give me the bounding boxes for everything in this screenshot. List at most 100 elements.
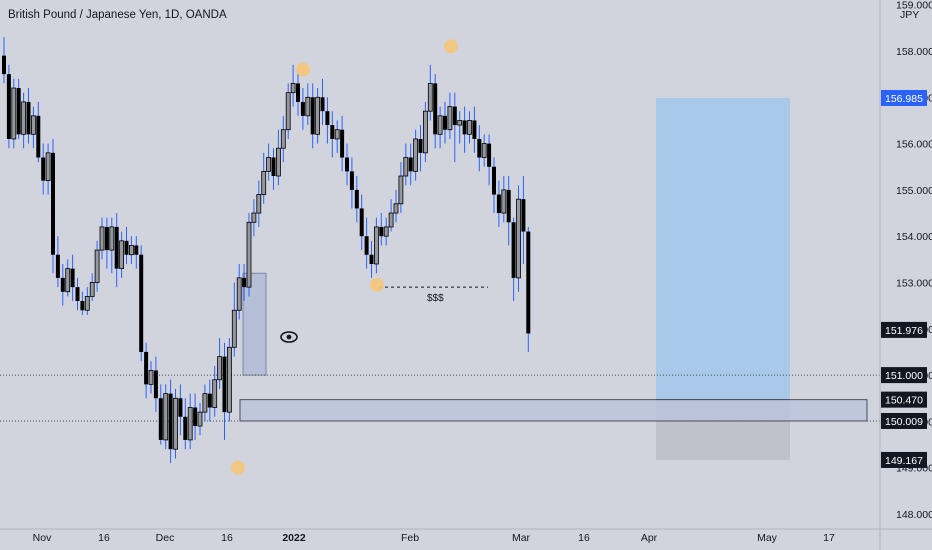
candle[interactable]: [153, 370, 158, 399]
candle[interactable]: [492, 166, 496, 195]
candle[interactable]: [452, 106, 457, 126]
candle[interactable]: [187, 407, 193, 441]
candle[interactable]: [393, 203, 399, 214]
candle[interactable]: [94, 249, 100, 283]
candle[interactable]: [60, 277, 65, 292]
candle[interactable]: [427, 83, 433, 112]
swing-marker[interactable]: [231, 460, 245, 475]
candle[interactable]: [16, 88, 21, 135]
candle[interactable]: [41, 157, 46, 181]
candle[interactable]: [217, 356, 223, 381]
candle[interactable]: [388, 212, 394, 228]
candle[interactable]: [256, 194, 262, 214]
candle[interactable]: [422, 110, 428, 154]
candle[interactable]: [124, 240, 129, 255]
candle[interactable]: [271, 157, 276, 177]
candle[interactable]: [251, 212, 257, 223]
candle[interactable]: [104, 226, 109, 251]
candle[interactable]: [408, 157, 413, 172]
candle[interactable]: [139, 254, 144, 352]
candle[interactable]: [2, 55, 6, 75]
candle[interactable]: [369, 254, 374, 264]
candle[interactable]: [354, 189, 359, 209]
candle[interactable]: [521, 199, 526, 232]
last-price-badge[interactable]: [881, 321, 927, 338]
candle[interactable]: [55, 254, 60, 278]
candle[interactable]: [75, 287, 80, 302]
candle[interactable]: [359, 208, 364, 237]
candle[interactable]: [197, 411, 203, 427]
candle[interactable]: [383, 226, 389, 237]
candle[interactable]: [36, 115, 41, 158]
candle[interactable]: [462, 120, 467, 135]
candle[interactable]: [325, 111, 330, 126]
candle[interactable]: [231, 309, 237, 348]
candle[interactable]: [45, 152, 51, 182]
candle[interactable]: [481, 143, 487, 158]
candle[interactable]: [114, 226, 119, 269]
candle[interactable]: [144, 351, 149, 385]
candle[interactable]: [51, 152, 55, 255]
swing-marker[interactable]: [370, 277, 384, 292]
candle[interactable]: [330, 125, 335, 139]
candle[interactable]: [242, 277, 247, 288]
candle[interactable]: [11, 87, 17, 140]
candle[interactable]: [89, 282, 95, 297]
target-price-badge[interactable]: [881, 89, 927, 106]
candle[interactable]: [226, 346, 232, 413]
candle[interactable]: [379, 226, 384, 237]
candle[interactable]: [84, 295, 90, 311]
candle[interactable]: [236, 277, 242, 311]
demand-zone[interactable]: [239, 399, 868, 422]
candle[interactable]: [6, 74, 11, 139]
candle[interactable]: [99, 226, 105, 251]
profit-zone[interactable]: [656, 97, 790, 400]
candle[interactable]: [467, 120, 472, 135]
candle[interactable]: [433, 83, 438, 135]
candle[interactable]: [119, 240, 124, 270]
candle[interactable]: [26, 101, 31, 135]
swing-marker[interactable]: [444, 39, 458, 54]
candle[interactable]: [349, 171, 354, 190]
stop-price-badge[interactable]: [881, 451, 927, 468]
eye-icon[interactable]: [280, 331, 298, 343]
candle[interactable]: [222, 356, 227, 413]
candle[interactable]: [516, 198, 521, 279]
candle[interactable]: [334, 129, 340, 140]
candle[interactable]: [261, 170, 267, 195]
candle[interactable]: [65, 268, 71, 293]
candle[interactable]: [290, 83, 296, 94]
candle[interactable]: [266, 157, 272, 172]
candle[interactable]: [413, 138, 419, 172]
zone-bottom-badge[interactable]: [881, 412, 927, 429]
candle[interactable]: [148, 370, 154, 385]
candle[interactable]: [158, 398, 163, 440]
candle[interactable]: [30, 115, 36, 135]
candle[interactable]: [418, 138, 423, 153]
candle[interactable]: [373, 226, 379, 265]
candle[interactable]: [300, 101, 305, 116]
order-block-zone[interactable]: [242, 272, 267, 376]
candle[interactable]: [345, 157, 349, 172]
candle[interactable]: [275, 147, 281, 177]
candle[interactable]: [280, 129, 286, 149]
candle[interactable]: [501, 189, 507, 214]
candle[interactable]: [364, 236, 369, 255]
candle[interactable]: [207, 393, 212, 408]
candle[interactable]: [193, 407, 198, 427]
candle[interactable]: [320, 97, 325, 112]
candle[interactable]: [163, 393, 169, 441]
candle[interactable]: [246, 221, 252, 288]
candle[interactable]: [511, 222, 516, 278]
candle[interactable]: [398, 175, 404, 205]
candle[interactable]: [183, 416, 188, 440]
candle[interactable]: [506, 189, 511, 223]
candle[interactable]: [109, 226, 115, 251]
candle[interactable]: [202, 393, 208, 413]
candle[interactable]: [305, 96, 311, 117]
candle[interactable]: [21, 101, 27, 135]
candle[interactable]: [443, 115, 447, 130]
candle[interactable]: [80, 301, 85, 311]
